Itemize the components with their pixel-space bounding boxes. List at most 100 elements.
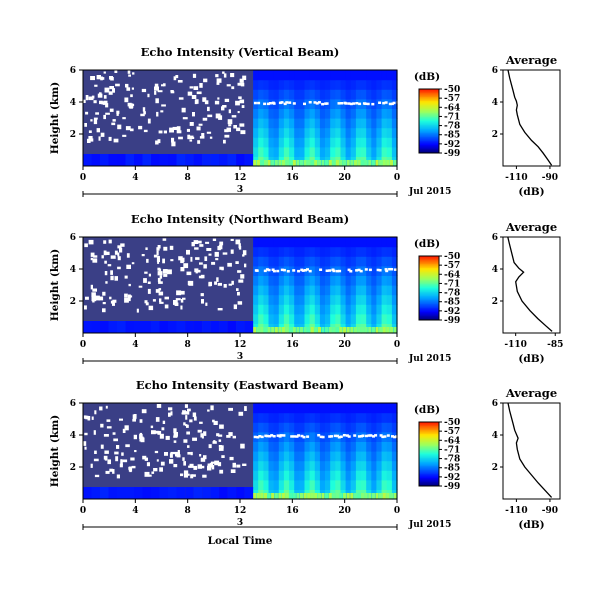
colorbar-cell: [419, 454, 439, 456]
heatmap-cell: [294, 108, 300, 119]
heatmap-cell: [355, 146, 362, 157]
heatmap-cell: [278, 441, 285, 452]
heatmap-cell: [258, 246, 264, 257]
heatmap-cell: [90, 257, 93, 261]
heatmap-cell: [154, 83, 159, 88]
heatmap-cell: [325, 79, 331, 90]
heatmap-cell: [86, 96, 89, 101]
heatmap-cell: [292, 327, 296, 333]
heatmap-cell: [357, 327, 361, 333]
heatmap-cell: [376, 422, 383, 433]
heatmap-cell: [371, 160, 375, 166]
heatmap-cell: [125, 83, 129, 88]
heatmap-cell: [148, 474, 152, 477]
heatmap-cell: [299, 89, 305, 100]
colorbar-cell: [419, 102, 439, 105]
heatmap-cell: [96, 128, 100, 133]
heatmap-cell: [115, 456, 119, 462]
heatmap-cell: [91, 487, 101, 499]
heatmap-cell: [273, 285, 280, 296]
heatmap-cell: [213, 420, 218, 425]
heatmap-cell: [303, 160, 307, 166]
heatmap-cell: [278, 127, 285, 138]
heatmap-cell: [289, 146, 295, 157]
heatmap-cell: [330, 246, 336, 257]
heatmap-cell: [108, 136, 112, 141]
heatmap-cell: [253, 160, 257, 166]
colorbar-cell: [419, 450, 439, 452]
heatmap-cell: [271, 160, 275, 166]
heatmap-cell: [100, 132, 105, 137]
heatmap-cell: [192, 112, 195, 117]
heatmap-cell: [134, 487, 143, 499]
heatmap-cell: [319, 403, 326, 414]
heatmap-cell: [273, 127, 280, 138]
heatmap-cell: [133, 434, 137, 440]
date-label: Jul 2015: [408, 187, 451, 197]
colorbar-cell: [419, 443, 439, 446]
heatmap: [82, 402, 398, 500]
heatmap-cell: [319, 422, 326, 433]
heatmap-cell: [219, 321, 228, 333]
heatmap-cell: [361, 118, 367, 129]
heatmap-cell: [197, 269, 201, 273]
heatmap-cell: [375, 493, 379, 499]
heatmap-cell: [221, 106, 225, 111]
heatmap-cell: [330, 89, 336, 100]
heatmap-cell: [258, 146, 264, 157]
colorbar-cell: [419, 266, 439, 269]
heatmap-cell: [202, 97, 207, 102]
heatmap-cell: [335, 493, 339, 499]
heatmap-cell: [332, 160, 336, 166]
heatmap-cell: [386, 294, 393, 305]
heatmap-cell: [280, 101, 284, 104]
heatmap-cell: [124, 297, 129, 303]
heatmap-cell: [202, 99, 205, 102]
heatmap-cell: [386, 403, 393, 414]
heatmap-cell: [134, 321, 143, 333]
colorbar-cell: [419, 440, 439, 443]
heatmap-cell: [280, 268, 284, 272]
heatmap-cell: [142, 455, 147, 460]
heatmap-cell: [263, 294, 270, 305]
colorbar-cell: [419, 438, 439, 440]
heatmap-cell: [335, 441, 341, 452]
heatmap-cell: [260, 160, 264, 166]
heatmap-cell: [366, 275, 372, 286]
colorbar-cell: [419, 89, 439, 91]
heatmap-cell: [154, 450, 159, 454]
heatmap-cell: [345, 470, 352, 481]
heatmap-cell: [371, 89, 377, 100]
heatmap-cell: [192, 412, 197, 417]
heatmap-cell: [355, 256, 362, 267]
heatmap-cell: [170, 451, 176, 455]
heatmap-cell: [164, 452, 168, 456]
heatmap-cell: [101, 255, 104, 259]
heatmap-cell: [176, 154, 186, 166]
heatmap-cell: [330, 441, 336, 452]
heatmap-cell: [393, 435, 397, 439]
heatmap-cell: [289, 265, 295, 276]
heatmap-cell: [110, 255, 116, 259]
heatmap-cell: [340, 412, 347, 423]
heatmap-cell: [330, 256, 336, 267]
heatmap-cell: [371, 256, 377, 267]
heatmap-cell: [218, 445, 222, 448]
heatmap-cell: [273, 98, 280, 109]
heatmap-cell: [289, 160, 293, 166]
heatmap-cell: [253, 294, 259, 305]
x-tick-label: 0: [394, 340, 400, 350]
heatmap-cell: [283, 102, 287, 106]
heatmap-cell: [309, 294, 316, 305]
heatmap-cell: [294, 118, 300, 129]
heatmap-cell: [197, 464, 202, 469]
heatmap-cell: [391, 127, 398, 138]
heatmap-cell: [278, 275, 285, 286]
heatmap-cell: [162, 420, 166, 424]
heatmap-cell: [156, 111, 159, 117]
heatmap-cell: [330, 137, 336, 148]
heatmap-cell: [278, 256, 285, 267]
average-profile-line: [507, 236, 553, 332]
heatmap-cell: [386, 313, 393, 324]
heatmap-cell: [339, 160, 343, 166]
